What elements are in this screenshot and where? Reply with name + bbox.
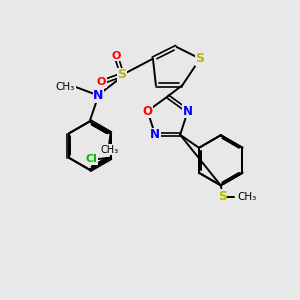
- Text: N: N: [150, 128, 160, 141]
- Text: N: N: [93, 89, 104, 102]
- Text: CH₃: CH₃: [238, 191, 257, 202]
- Text: S: S: [118, 68, 127, 81]
- Text: Cl: Cl: [85, 154, 97, 164]
- Text: S: S: [196, 52, 205, 65]
- Text: O: O: [97, 77, 106, 87]
- Text: N: N: [183, 105, 193, 118]
- Text: CH₃: CH₃: [56, 82, 75, 92]
- Text: O: O: [142, 105, 152, 118]
- Text: O: O: [112, 51, 121, 61]
- Text: S: S: [218, 190, 226, 203]
- Text: CH₃: CH₃: [100, 145, 118, 155]
